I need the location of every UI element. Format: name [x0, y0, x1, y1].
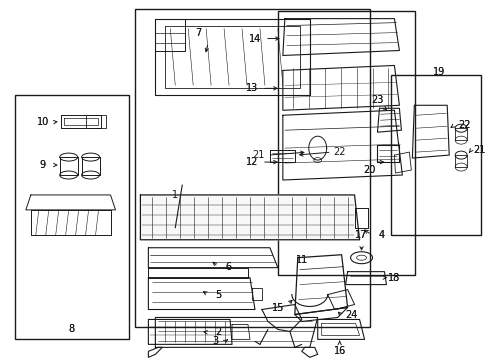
Text: 4: 4: [378, 230, 385, 240]
Text: 11: 11: [295, 255, 308, 265]
Text: 9: 9: [40, 160, 46, 170]
Text: 20: 20: [363, 165, 376, 175]
Text: 12: 12: [246, 157, 258, 167]
Bar: [15, 95, 129, 339]
Text: 3: 3: [212, 336, 218, 346]
Text: 6: 6: [225, 262, 231, 272]
Text: 22: 22: [458, 120, 470, 130]
Text: 15: 15: [271, 302, 284, 312]
Text: 8: 8: [69, 324, 75, 334]
Text: 2: 2: [215, 327, 221, 337]
Text: 16: 16: [334, 346, 346, 356]
Text: 8: 8: [69, 324, 75, 334]
Text: 17: 17: [355, 230, 368, 240]
Text: 22: 22: [458, 120, 470, 130]
Text: 14: 14: [249, 33, 261, 44]
Bar: [135, 9, 369, 328]
Text: 5: 5: [215, 289, 221, 300]
Text: 19: 19: [433, 67, 445, 77]
Text: 13: 13: [246, 84, 258, 93]
Text: 10: 10: [37, 117, 49, 127]
Text: 16: 16: [334, 346, 346, 356]
Text: 19: 19: [433, 67, 445, 77]
Text: 18: 18: [388, 273, 400, 283]
Text: 24: 24: [345, 310, 358, 320]
Text: 2: 2: [215, 327, 221, 337]
Text: 6: 6: [225, 262, 231, 272]
Text: 17: 17: [355, 230, 368, 240]
Text: 21: 21: [473, 145, 485, 155]
Bar: [392, 75, 481, 235]
Text: 23: 23: [371, 95, 384, 105]
Text: 15: 15: [271, 302, 284, 312]
Text: 18: 18: [388, 273, 400, 283]
Text: 7: 7: [195, 28, 201, 37]
Text: 10: 10: [37, 117, 49, 127]
Text: 14: 14: [249, 33, 261, 44]
Bar: [278, 11, 416, 275]
Text: 12: 12: [246, 157, 258, 167]
Text: 22: 22: [333, 147, 346, 157]
Text: 7: 7: [195, 28, 201, 37]
Text: 11: 11: [295, 255, 308, 265]
Text: 4: 4: [378, 230, 385, 240]
Polygon shape: [141, 195, 360, 240]
Text: 21: 21: [252, 150, 264, 160]
Text: 24: 24: [345, 310, 358, 320]
Text: 13: 13: [246, 84, 258, 93]
Text: 20: 20: [363, 165, 376, 175]
Text: 5: 5: [215, 289, 221, 300]
Text: 3: 3: [212, 336, 218, 346]
Text: 1: 1: [172, 190, 178, 200]
Text: 21: 21: [473, 145, 485, 155]
Text: 9: 9: [40, 160, 46, 170]
Text: 23: 23: [371, 95, 384, 105]
